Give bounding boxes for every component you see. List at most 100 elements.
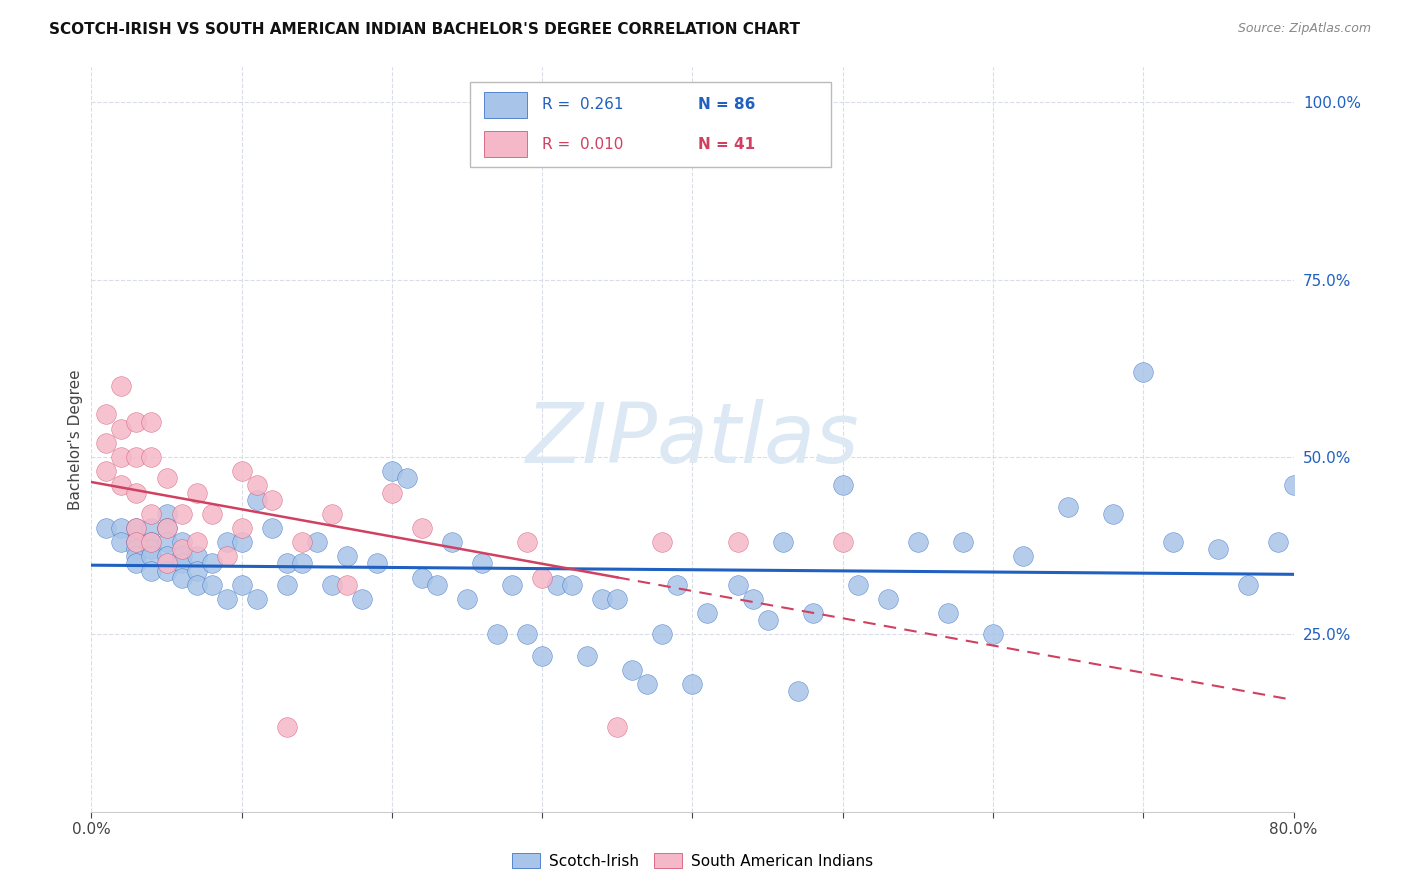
Point xyxy=(831,535,853,549)
Point xyxy=(125,415,148,429)
Text: Source: ZipAtlas.com: Source: ZipAtlas.com xyxy=(1237,22,1371,36)
Point xyxy=(606,720,628,734)
Point xyxy=(201,578,224,592)
Point xyxy=(756,613,779,627)
Point xyxy=(170,535,193,549)
Point xyxy=(141,535,163,549)
Point xyxy=(936,606,959,620)
Point xyxy=(170,571,193,585)
Point xyxy=(155,557,177,571)
Point xyxy=(1057,500,1080,514)
FancyBboxPatch shape xyxy=(470,82,831,168)
Point xyxy=(246,591,269,606)
Point xyxy=(260,521,283,535)
Text: R =  0.010: R = 0.010 xyxy=(543,136,624,152)
Point xyxy=(155,564,177,578)
Point xyxy=(426,578,449,592)
Point xyxy=(155,521,177,535)
Point xyxy=(96,464,118,478)
Point xyxy=(1132,365,1154,379)
Point xyxy=(801,606,824,620)
Point xyxy=(125,521,148,535)
Point xyxy=(291,557,314,571)
Point xyxy=(395,471,418,485)
Point xyxy=(170,542,193,557)
Point xyxy=(952,535,974,549)
Point xyxy=(110,521,132,535)
Point xyxy=(531,648,554,663)
Text: N = 41: N = 41 xyxy=(699,136,755,152)
Point xyxy=(125,535,148,549)
Point xyxy=(727,535,749,549)
Point xyxy=(621,663,644,677)
Point xyxy=(907,535,929,549)
Point xyxy=(981,627,1004,641)
Point xyxy=(215,535,238,549)
Point xyxy=(727,578,749,592)
Point xyxy=(336,578,359,592)
Point xyxy=(231,464,253,478)
Point xyxy=(186,578,208,592)
Point xyxy=(772,535,794,549)
Point xyxy=(831,478,853,492)
Point xyxy=(366,557,388,571)
Point xyxy=(486,627,509,641)
Point xyxy=(846,578,869,592)
Point xyxy=(96,435,118,450)
Point xyxy=(561,578,583,592)
Point xyxy=(141,535,163,549)
Point xyxy=(741,591,763,606)
Point xyxy=(1208,542,1230,557)
Point xyxy=(110,422,132,436)
Point xyxy=(1012,549,1035,564)
Point xyxy=(170,549,193,564)
Point xyxy=(125,521,148,535)
Point xyxy=(231,535,253,549)
Point xyxy=(141,415,163,429)
Bar xyxy=(485,92,527,118)
Point xyxy=(155,471,177,485)
Point xyxy=(141,564,163,578)
Point xyxy=(155,507,177,521)
Point xyxy=(110,478,132,492)
Text: SCOTCH-IRISH VS SOUTH AMERICAN INDIAN BACHELOR'S DEGREE CORRELATION CHART: SCOTCH-IRISH VS SOUTH AMERICAN INDIAN BA… xyxy=(49,22,800,37)
Point xyxy=(471,557,494,571)
Point xyxy=(141,450,163,464)
Point xyxy=(186,549,208,564)
Point xyxy=(201,557,224,571)
Point xyxy=(1282,478,1305,492)
Point xyxy=(110,535,132,549)
Point xyxy=(155,535,177,549)
Point xyxy=(411,571,433,585)
Point xyxy=(186,535,208,549)
Point xyxy=(440,535,463,549)
Point xyxy=(141,521,163,535)
Point xyxy=(186,564,208,578)
Point xyxy=(501,578,523,592)
Point xyxy=(636,677,658,691)
Point xyxy=(170,557,193,571)
Y-axis label: Bachelor's Degree: Bachelor's Degree xyxy=(67,369,83,509)
Point xyxy=(696,606,718,620)
Point xyxy=(321,507,343,521)
Point xyxy=(1237,578,1260,592)
Point xyxy=(516,535,538,549)
Point xyxy=(125,542,148,557)
Point xyxy=(125,450,148,464)
Point xyxy=(96,408,118,422)
Point xyxy=(246,478,269,492)
Point xyxy=(591,591,613,606)
Point xyxy=(651,627,673,641)
Point xyxy=(231,578,253,592)
Point xyxy=(876,591,898,606)
Text: R =  0.261: R = 0.261 xyxy=(543,97,624,112)
Point xyxy=(125,557,148,571)
Point xyxy=(1161,535,1184,549)
Point xyxy=(215,591,238,606)
Point xyxy=(246,492,269,507)
Point xyxy=(576,648,599,663)
Text: N = 86: N = 86 xyxy=(699,97,756,112)
Point xyxy=(186,485,208,500)
Point xyxy=(110,379,132,393)
Point xyxy=(336,549,359,564)
